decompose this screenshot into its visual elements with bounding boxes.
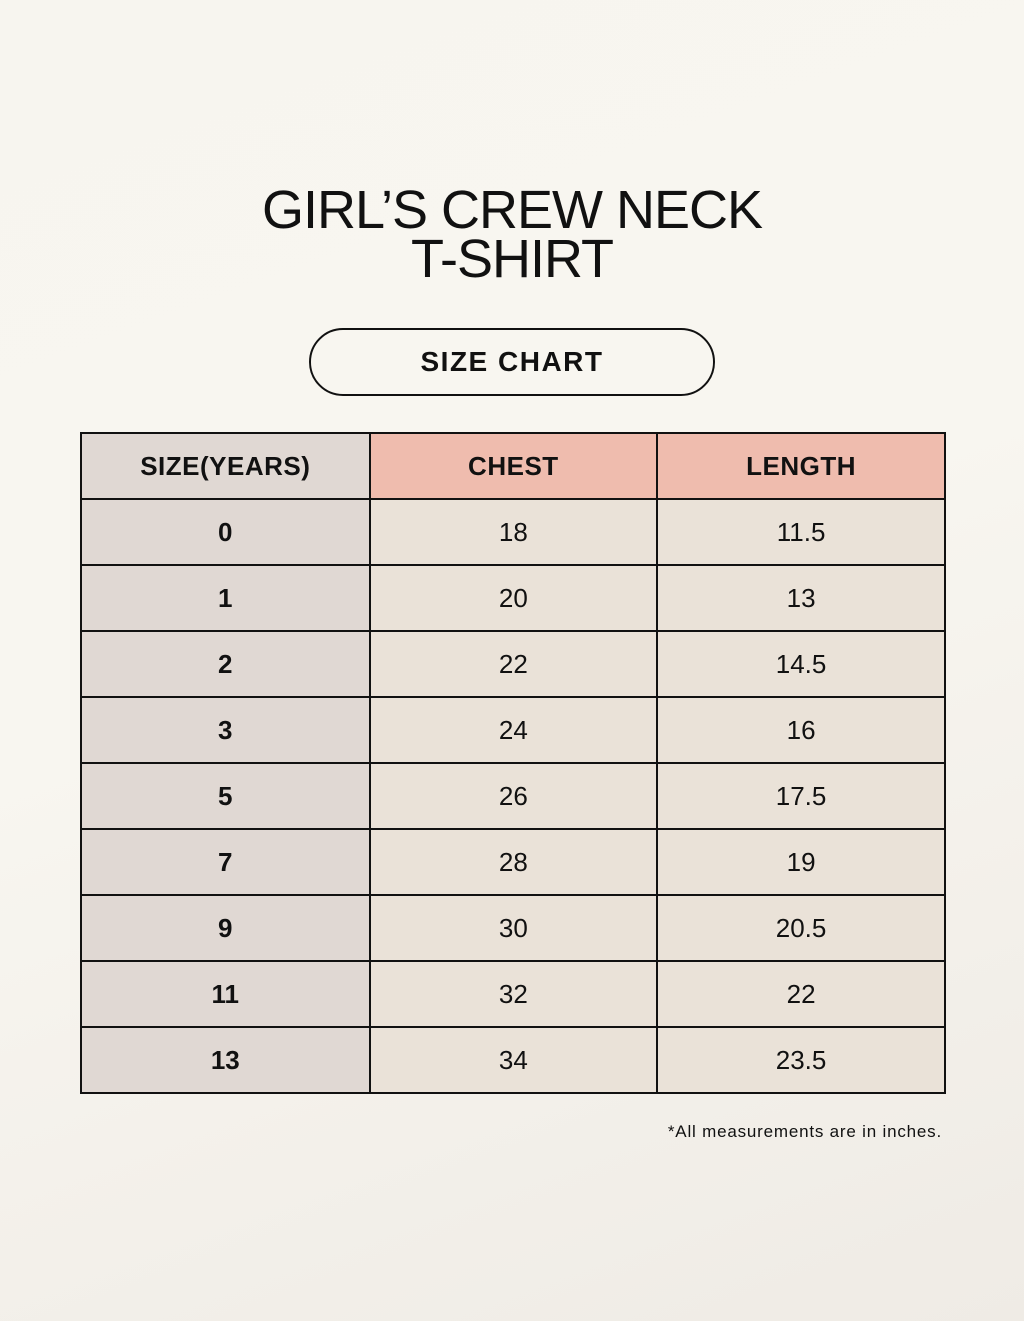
title-line-2: T-SHIRT (410, 229, 614, 289)
cell-length: 20.5 (656, 894, 946, 962)
cell-chest: 20 (368, 564, 659, 632)
cell-chest: 26 (368, 762, 659, 830)
cell-length: 22 (656, 960, 946, 1028)
table-row: 1 20 13 (80, 564, 946, 632)
cell-size: 11 (80, 960, 371, 1028)
table-row: 2 22 14.5 (80, 630, 946, 698)
cell-size: 5 (80, 762, 371, 830)
size-chart-label: SIZE CHART (309, 328, 715, 396)
footnote: *All measurements are in inches. (667, 1122, 942, 1141)
cell-length: 11.5 (656, 498, 946, 566)
cell-length: 13 (656, 564, 946, 632)
table-row: 0 18 11.5 (80, 498, 946, 566)
cell-chest: 28 (368, 828, 659, 896)
header-length: LENGTH (656, 432, 946, 500)
cell-chest: 24 (368, 696, 659, 764)
table-row: 7 28 19 (80, 828, 946, 896)
cell-size: 3 (80, 696, 371, 764)
page-title: GIRL’S CREW NECK T-SHIRT (0, 180, 1024, 289)
cell-length: 14.5 (656, 630, 946, 698)
cell-chest: 30 (368, 894, 659, 962)
cell-size: 1 (80, 564, 371, 632)
table-row: 9 30 20.5 (80, 894, 946, 962)
cell-size: 7 (80, 828, 371, 896)
cell-size: 9 (80, 894, 371, 962)
table-row: 13 34 23.5 (80, 1026, 946, 1094)
title-line-1: GIRL’S CREW NECK (261, 180, 763, 240)
size-chart-table: SIZE(YEARS) CHEST LENGTH 0 18 11.5 1 20 13 2 22… (80, 432, 946, 1094)
cell-length: 17.5 (656, 762, 946, 830)
cell-chest: 34 (368, 1026, 659, 1094)
header-chest: CHEST (368, 432, 659, 500)
table-row: 11 32 22 (80, 960, 946, 1028)
cell-length: 16 (656, 696, 946, 764)
table-row: 5 26 17.5 (80, 762, 946, 830)
cell-length: 23.5 (656, 1026, 946, 1094)
table-row: 3 24 16 (80, 696, 946, 764)
cell-chest: 18 (368, 498, 659, 566)
cell-size: 0 (80, 498, 371, 566)
header-size: SIZE(YEARS) (80, 432, 371, 500)
cell-length: 19 (656, 828, 946, 896)
table-header-row: SIZE(YEARS) CHEST LENGTH (80, 432, 946, 500)
cell-size: 2 (80, 630, 371, 698)
cell-size: 13 (80, 1026, 371, 1094)
cell-chest: 22 (368, 630, 659, 698)
cell-chest: 32 (368, 960, 659, 1028)
